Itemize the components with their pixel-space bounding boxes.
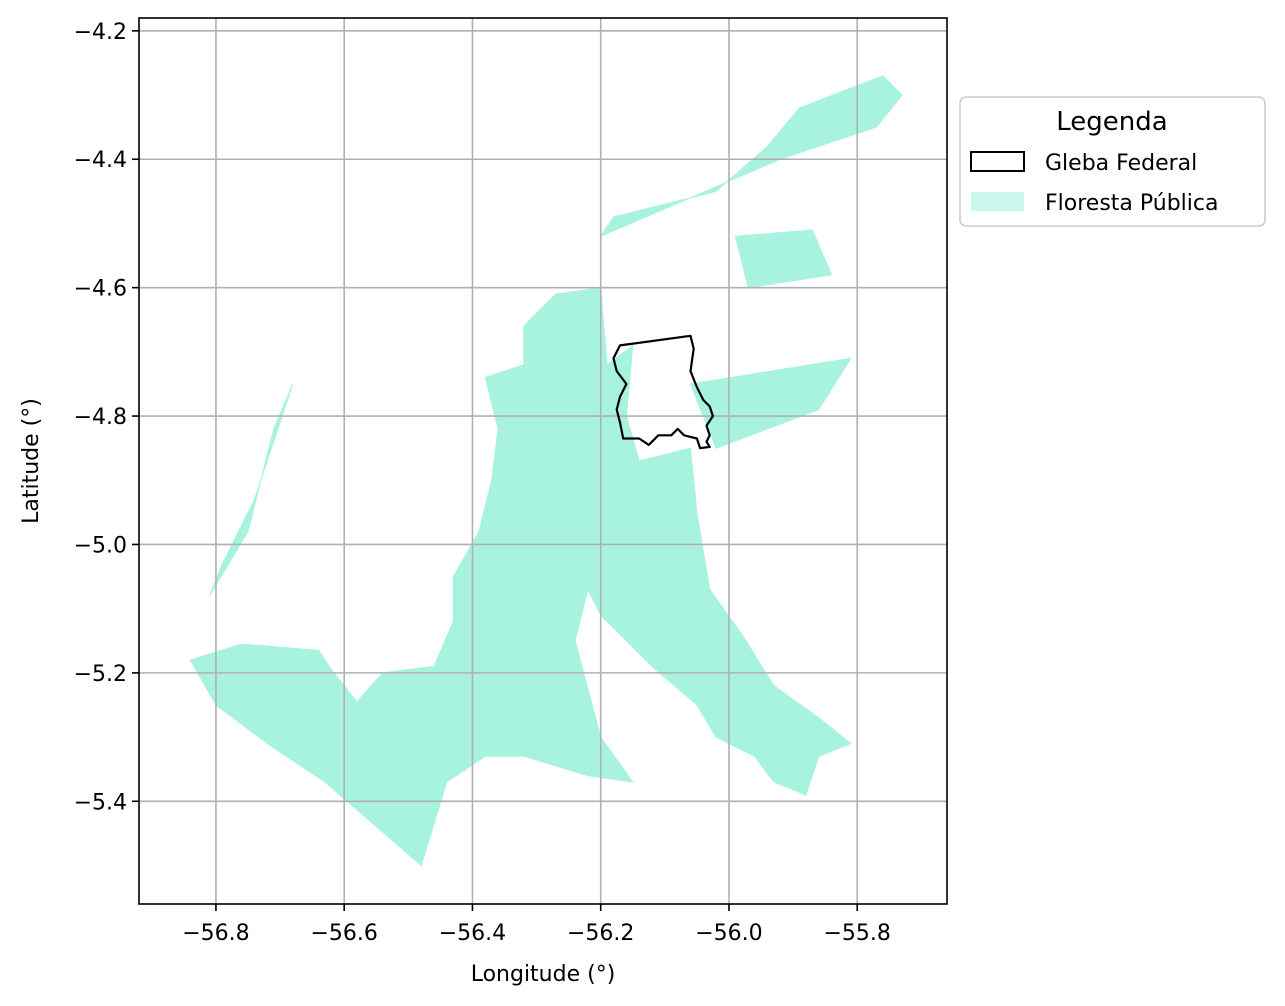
gleba-federal-layer: [612, 334, 715, 450]
y-tick-label: −5.0: [74, 533, 127, 558]
legend-title: Legenda: [1056, 107, 1167, 137]
legend-label-gleba-federal: Gleba Federal: [1045, 151, 1197, 176]
x-tick-label: −56.6: [310, 921, 377, 946]
legend-swatch-floresta-publica: [971, 192, 1024, 211]
y-axis-title: Latitude (°): [19, 398, 44, 524]
gleba-federal-outline: [612, 334, 715, 450]
y-axis-ticks: −4.2 −4.4 −4.6 −4.8 −5.0 −5.2 −5.4: [74, 20, 139, 815]
y-tick-label: −4.8: [74, 405, 127, 430]
floresta-publica-polygon: [734, 229, 833, 289]
floresta-publica-layer: [189, 75, 903, 867]
floresta-publica-polygon: [599, 75, 903, 238]
plot-frame: [138, 17, 948, 905]
y-tick-label: −4.6: [74, 277, 127, 302]
legend-box: [959, 96, 1266, 227]
x-tick-label: −55.8: [824, 921, 891, 946]
x-axis-title: Longitude (°): [471, 962, 616, 987]
floresta-publica-polygon: [516, 364, 602, 404]
grid: [139, 18, 947, 904]
x-axis-ticks: −56.8 −56.6 −56.4 −56.2 −56.0 −55.8: [182, 904, 891, 946]
y-tick-label: −5.2: [74, 662, 127, 687]
legend-swatch-gleba-federal: [970, 151, 1025, 172]
x-tick-label: −56.8: [182, 921, 249, 946]
x-tick-label: −56.2: [567, 921, 634, 946]
x-tick-label: −56.4: [439, 921, 506, 946]
legend-label-floresta-publica: Floresta Pública: [1045, 191, 1218, 216]
legend: Legenda Gleba Federal Floresta Pública: [959, 96, 1266, 227]
y-tick-label: −4.2: [74, 20, 127, 45]
y-tick-label: −5.4: [74, 790, 127, 815]
x-tick-label: −56.0: [695, 921, 762, 946]
plot-area: [138, 17, 948, 905]
y-tick-label: −4.4: [74, 148, 127, 173]
floresta-publica-polygon: [189, 287, 852, 867]
